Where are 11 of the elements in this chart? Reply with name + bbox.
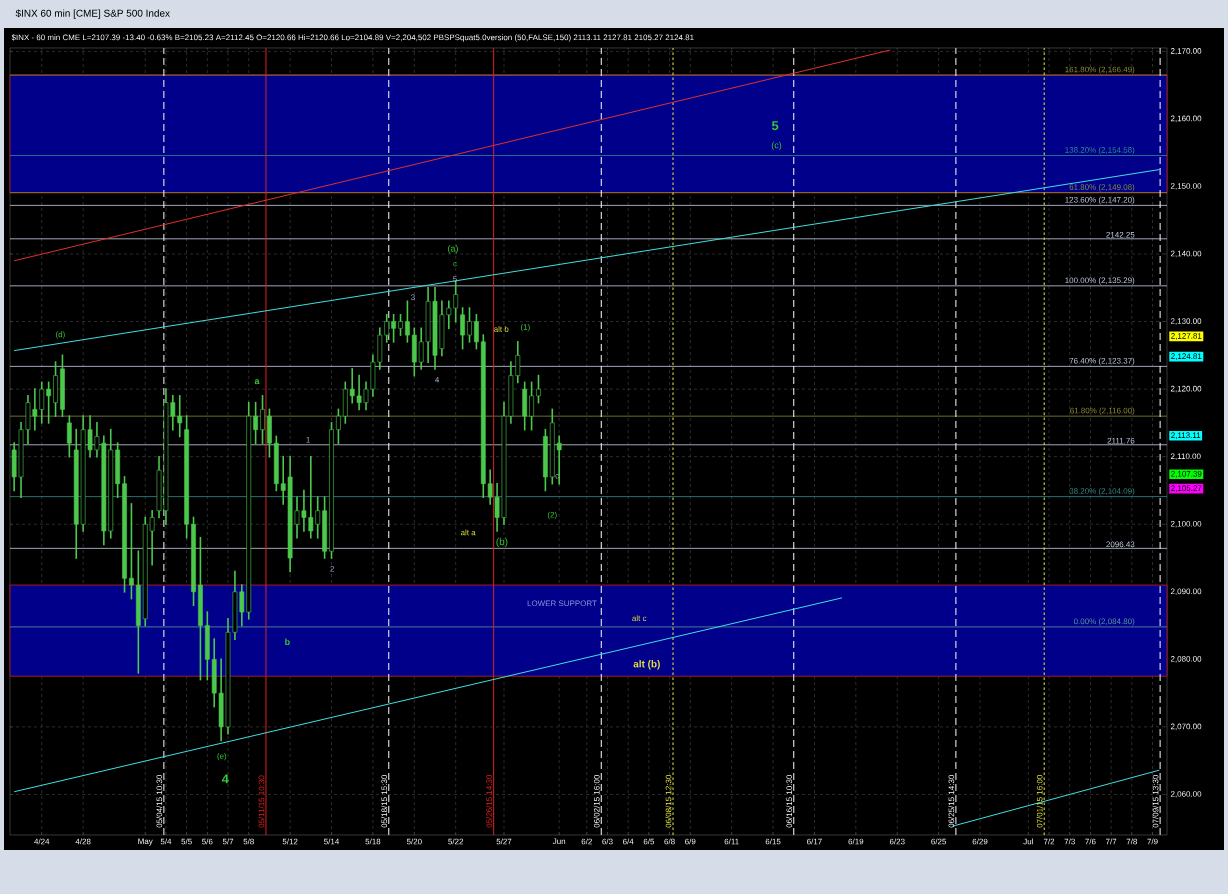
annotation: (a) [448,245,458,254]
annotation: a [254,379,260,385]
chart-title: $INX 60 min [CME] S&P 500 Index [15,9,170,19]
candlestick [198,536,203,681]
annotation: 5 [771,121,779,131]
annotation: 4 [221,774,229,784]
annotation: alt (b) [633,660,660,670]
annotation: (b) [496,537,508,548]
annotation: (c) [771,141,782,151]
candlestick [135,550,141,674]
annotation: b [285,638,290,646]
